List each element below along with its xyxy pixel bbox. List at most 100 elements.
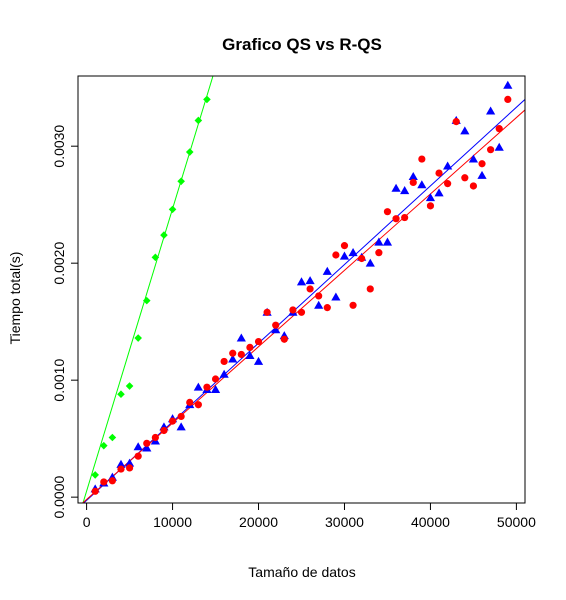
fit-line-0 — [82, 76, 214, 503]
data-point-0 — [99, 441, 108, 450]
data-point-2 — [186, 398, 194, 406]
data-point-0 — [125, 382, 134, 390]
data-point-2 — [375, 249, 383, 257]
x-tick-label: 0 — [83, 514, 91, 530]
data-point-1 — [434, 188, 444, 197]
data-point-1 — [400, 186, 410, 195]
data-point-2 — [237, 350, 245, 359]
data-point-2 — [349, 301, 357, 309]
data-point-2 — [289, 306, 297, 314]
data-point-1 — [477, 170, 487, 179]
data-point-0 — [91, 471, 99, 479]
data-point-2 — [452, 118, 460, 126]
data-point-2 — [340, 242, 349, 250]
data-point-0 — [160, 231, 168, 239]
data-point-2 — [117, 465, 125, 473]
data-point-1 — [236, 333, 246, 342]
data-point-2 — [211, 375, 220, 383]
data-point-1 — [460, 126, 470, 135]
data-point-0 — [203, 95, 211, 104]
plot-frame — [77, 75, 526, 504]
data-point-2 — [194, 401, 202, 409]
y-axis: 0.0000 0.0010 0.0020 0.0030 — [51, 125, 78, 519]
x-tick-label: 30000 — [325, 514, 364, 530]
data-point-1 — [133, 442, 143, 451]
data-point-2 — [426, 202, 435, 210]
data-point-1 — [408, 172, 418, 181]
data-point-2 — [100, 478, 108, 486]
data-point-1 — [322, 266, 332, 275]
data-point-2 — [134, 452, 142, 460]
data-point-1 — [219, 369, 229, 378]
data-point-2 — [323, 304, 331, 312]
data-point-2 — [263, 308, 271, 316]
data-point-0 — [117, 390, 125, 399]
data-point-2 — [504, 95, 512, 103]
data-point-1 — [382, 237, 393, 246]
data-point-2 — [91, 487, 99, 495]
data-point-0 — [194, 116, 203, 125]
x-tick-label: 20000 — [239, 514, 278, 530]
x-axis: 0 10000 20000 30000 40000 50000 — [83, 503, 536, 530]
x-tick-label: 40000 — [411, 514, 450, 530]
data-point-2 — [254, 337, 263, 346]
data-point-2 — [444, 180, 452, 188]
data-point-2 — [478, 160, 486, 168]
data-point-1 — [245, 350, 255, 360]
data-point-2 — [306, 285, 314, 293]
data-point-1 — [417, 180, 427, 189]
fit-lines — [81, 76, 525, 503]
data-point-1 — [271, 325, 281, 334]
data-point-2 — [203, 383, 211, 391]
data-point-2 — [108, 477, 116, 485]
data-point-1 — [314, 300, 324, 309]
data-point-1 — [348, 248, 358, 257]
data-point-1 — [443, 161, 453, 170]
data-point-0 — [185, 148, 194, 156]
data-point-2 — [392, 215, 400, 223]
data-point-2 — [151, 433, 159, 442]
data-point-1 — [374, 237, 384, 246]
x-tick-label: 50000 — [497, 514, 536, 530]
y-tick-label: 0.0030 — [51, 125, 67, 168]
data-point-2 — [220, 357, 228, 366]
data-point-1 — [253, 356, 264, 365]
data-point-2 — [246, 343, 254, 352]
data-point-1 — [339, 251, 350, 260]
x-tick-label: 10000 — [153, 514, 192, 530]
y-axis-label: Tiempo total(s) — [7, 252, 23, 345]
data-point-2 — [272, 321, 280, 329]
data-point-2 — [332, 251, 340, 259]
y-tick-label: 0.0000 — [51, 476, 67, 519]
data-point-2 — [383, 208, 392, 216]
data-point-0 — [108, 433, 117, 442]
data-point-1 — [296, 277, 307, 286]
data-point-2 — [418, 155, 426, 163]
data-point-1 — [193, 382, 203, 391]
data-point-2 — [495, 125, 503, 133]
data-point-1 — [391, 183, 401, 192]
data-point-1 — [425, 193, 436, 202]
data-point-0 — [177, 177, 185, 186]
data-point-0 — [134, 334, 142, 342]
data-point-1 — [142, 443, 152, 452]
data-point-2 — [401, 213, 409, 222]
data-point-1 — [494, 142, 504, 151]
chart-title: Grafico QS vs R-QS — [222, 35, 382, 54]
data-point-2 — [177, 412, 185, 421]
data-point-2 — [297, 308, 306, 316]
data-point-1 — [228, 354, 238, 363]
data-point-2 — [160, 426, 168, 435]
data-point-2 — [366, 285, 374, 293]
data-point-2 — [168, 417, 177, 425]
data-point-2 — [461, 174, 469, 182]
data-point-2 — [143, 439, 151, 447]
data-point-2 — [315, 292, 323, 300]
x-axis-label: Tamaño de datos — [248, 564, 355, 580]
data-point-0 — [142, 296, 151, 305]
data-point-0 — [168, 205, 177, 214]
data-point-2 — [125, 464, 134, 472]
data-point-1 — [116, 459, 126, 468]
data-point-2 — [229, 349, 237, 357]
